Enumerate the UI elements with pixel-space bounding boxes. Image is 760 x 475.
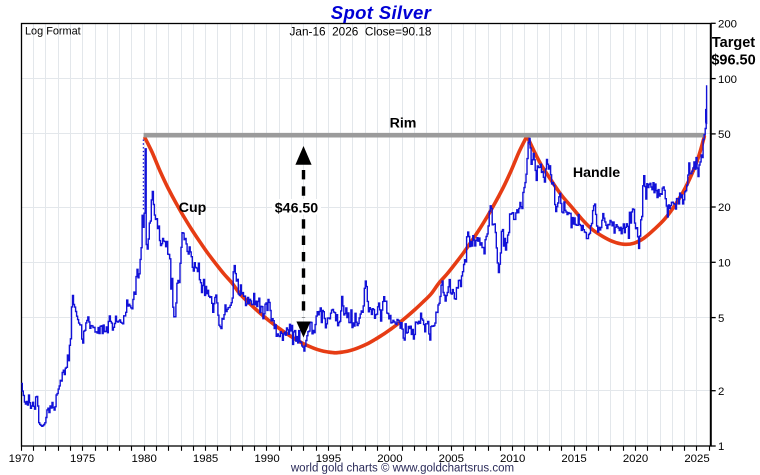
svg-text:2020: 2020 <box>623 453 648 465</box>
svg-text:50: 50 <box>718 129 731 141</box>
svg-text:1970: 1970 <box>9 453 34 465</box>
svg-text:2000: 2000 <box>377 453 402 465</box>
svg-text:1980: 1980 <box>132 453 157 465</box>
svg-text:2005: 2005 <box>439 453 464 465</box>
svg-text:1995: 1995 <box>316 453 341 465</box>
svg-text:5: 5 <box>718 313 724 325</box>
svg-text:2015: 2015 <box>561 453 586 465</box>
svg-text:1990: 1990 <box>254 453 279 465</box>
svg-text:20: 20 <box>718 202 731 214</box>
svg-text:1: 1 <box>718 441 724 453</box>
svg-text:10: 10 <box>718 258 731 270</box>
svg-text:Handle: Handle <box>573 165 620 181</box>
svg-text:Log Format: Log Format <box>25 25 81 37</box>
svg-text:2025: 2025 <box>684 453 709 465</box>
svg-text:Jan-16 2026 Close=90.18: Jan-16 2026 Close=90.18 <box>290 25 432 39</box>
svg-text:$46.50: $46.50 <box>275 201 319 217</box>
svg-text:Cup: Cup <box>179 200 207 216</box>
svg-text:Target: Target <box>712 35 755 51</box>
svg-text:100: 100 <box>718 74 737 86</box>
svg-text:2: 2 <box>718 386 724 398</box>
svg-text:1975: 1975 <box>70 453 95 465</box>
svg-text:2010: 2010 <box>500 453 525 465</box>
svg-text:Rim: Rim <box>390 116 417 132</box>
svg-text:Spot Silver: Spot Silver <box>331 2 433 23</box>
svg-text:200: 200 <box>718 19 737 31</box>
svg-text:world gold charts © www.goldch: world gold charts © www.goldchartsrus.co… <box>290 463 514 475</box>
svg-text:$96.50: $96.50 <box>711 53 755 69</box>
svg-text:1985: 1985 <box>193 453 218 465</box>
